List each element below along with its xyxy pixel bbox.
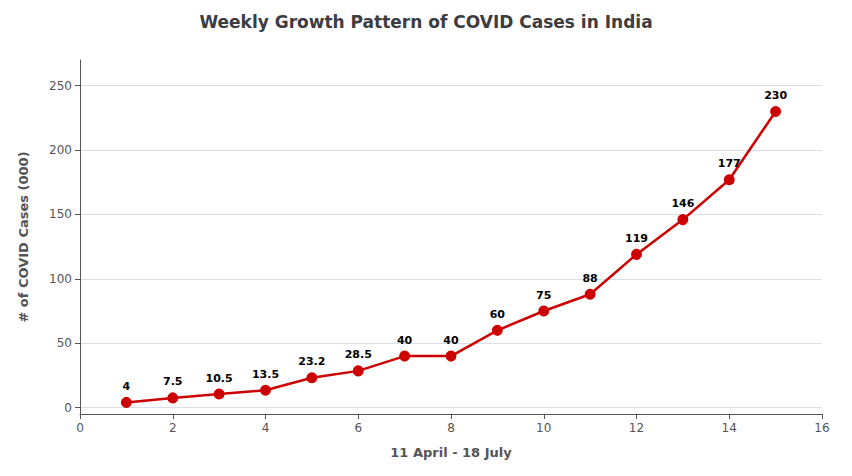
svg-text:230: 230 bbox=[764, 89, 787, 102]
svg-text:8: 8 bbox=[447, 421, 455, 435]
svg-text:150: 150 bbox=[49, 207, 72, 221]
svg-text:7.5: 7.5 bbox=[163, 375, 183, 388]
svg-text:60: 60 bbox=[490, 308, 506, 321]
svg-text:88: 88 bbox=[582, 272, 597, 285]
svg-text:75: 75 bbox=[536, 289, 551, 302]
svg-text:10.5: 10.5 bbox=[206, 372, 233, 385]
svg-text:23.2: 23.2 bbox=[298, 355, 325, 368]
svg-text:13.5: 13.5 bbox=[252, 368, 279, 381]
svg-text:6: 6 bbox=[354, 421, 362, 435]
svg-text:2: 2 bbox=[169, 421, 177, 435]
svg-text:28.5: 28.5 bbox=[345, 348, 372, 361]
svg-text:11 April - 18 July: 11 April - 18 July bbox=[390, 445, 512, 460]
svg-text:200: 200 bbox=[49, 143, 72, 157]
svg-text:# of COVID Cases (000): # of COVID Cases (000) bbox=[16, 151, 31, 322]
svg-text:4: 4 bbox=[262, 421, 270, 435]
svg-text:0: 0 bbox=[76, 421, 84, 435]
svg-text:40: 40 bbox=[397, 334, 413, 347]
svg-text:250: 250 bbox=[49, 79, 72, 93]
svg-text:Weekly Growth Pattern of COVID: Weekly Growth Pattern of COVID Cases in … bbox=[199, 12, 652, 32]
svg-text:100: 100 bbox=[49, 272, 72, 286]
svg-text:119: 119 bbox=[625, 232, 648, 245]
svg-text:10: 10 bbox=[536, 421, 551, 435]
svg-text:16: 16 bbox=[814, 421, 829, 435]
svg-text:0: 0 bbox=[64, 401, 72, 415]
svg-text:12: 12 bbox=[629, 421, 644, 435]
svg-text:40: 40 bbox=[443, 334, 459, 347]
svg-text:4: 4 bbox=[123, 380, 131, 393]
svg-text:50: 50 bbox=[57, 336, 72, 350]
svg-text:14: 14 bbox=[722, 421, 737, 435]
svg-text:177: 177 bbox=[718, 157, 741, 170]
svg-text:146: 146 bbox=[671, 197, 694, 210]
